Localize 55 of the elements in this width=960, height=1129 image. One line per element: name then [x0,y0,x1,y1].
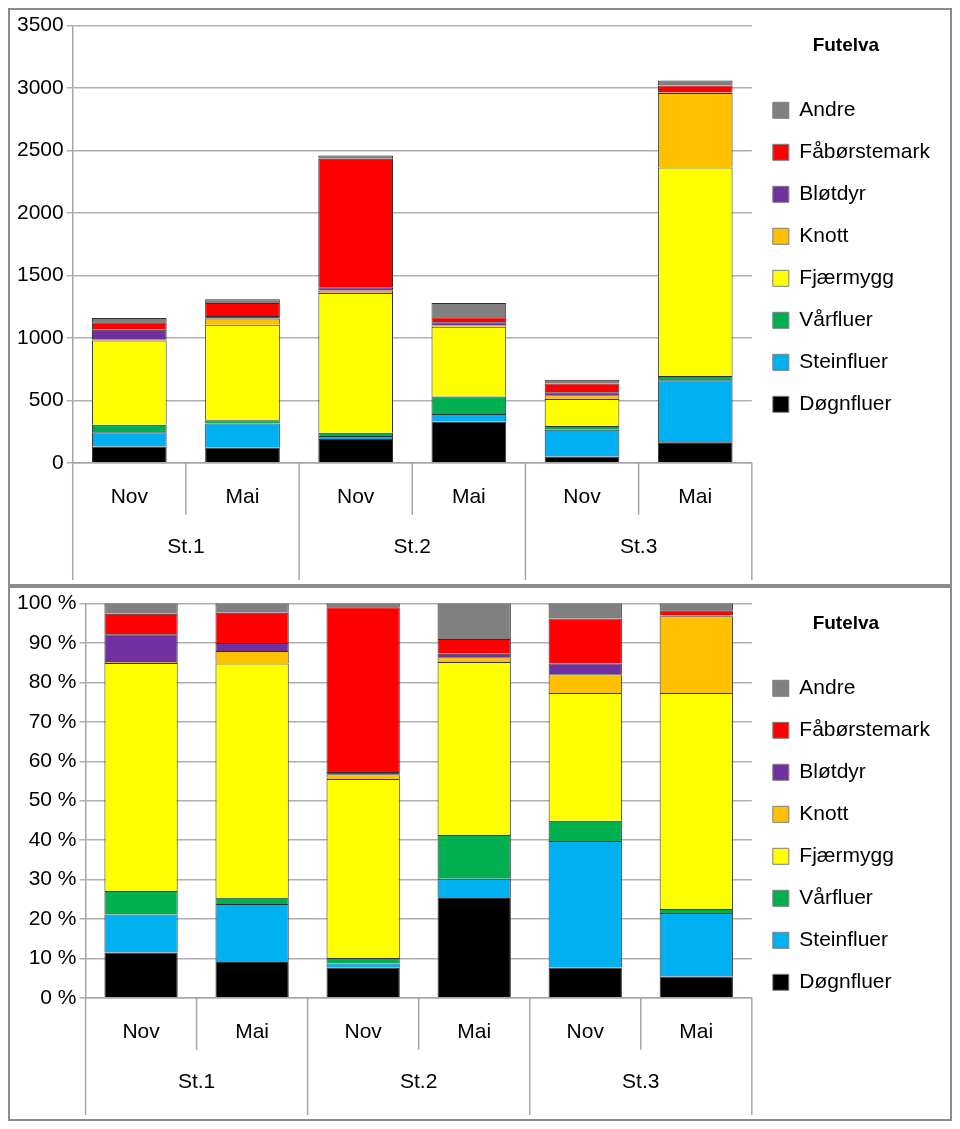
x-tick-label: Mai [235,1019,270,1043]
text: St.2 [393,534,431,558]
legend-label: Bløtdyr [799,759,866,783]
legend-label: Knott [799,223,849,247]
legend-label: Fåbørstemark [799,139,931,163]
y-tick-label: 0 % [40,984,77,1008]
y-tick-label: 90 % [28,629,77,653]
x-tick-label: Nov [110,484,149,508]
y-tick-label: 3500 [17,12,64,36]
text: St.1 [177,1069,216,1093]
y-tick-label: 500 [28,387,64,411]
y-tick-label: 40 % [28,826,77,850]
x-tick-label: Mai [679,1019,714,1043]
text: St.2 [400,1069,438,1093]
legend-label: Døgnfluer [799,969,892,993]
y-tick-label: 1500 [17,262,64,286]
y-tick-label: 0 [52,449,64,473]
legend-label: Andre [799,97,856,121]
x-tick-label: Nov [563,484,602,508]
legend-label: Steinfluer [799,349,889,373]
y-tick-label: 3000 [17,74,64,98]
legend-label: Døgnfluer [799,391,892,415]
y-tick-label: 80 % [28,669,77,693]
legend-label: Fjærmygg [799,265,894,289]
legend-label: Fåbørstemark [799,717,931,741]
x-tick-label: Mai [678,484,713,508]
x-tick-label: Nov [336,484,375,508]
x-tick-label: Mai [225,484,260,508]
legend-label: Andre [799,675,856,699]
y-tick-label: 10 % [28,945,77,969]
legend-label: Vårfluer [799,885,873,909]
x-tick-label: Mai [451,484,486,508]
y-tick-label: 1000 [17,324,64,348]
text: St.3 [622,1069,660,1093]
y-tick-label: 100 % [17,590,77,614]
y-tick-label: 2000 [17,199,64,223]
legend-title: Futelva [812,611,880,633]
x-tick-label: Nov [122,1019,161,1043]
y-tick-label: 60 % [28,748,77,772]
text: St.3 [619,534,658,558]
x-tick-label: Mai [457,1019,492,1043]
y-tick-label: 30 % [28,866,77,890]
y-tick-label: 70 % [28,708,77,732]
x-tick-label: Nov [344,1019,383,1043]
legend-title: Futelva [812,33,880,55]
y-tick-label: 50 % [28,787,77,811]
y-tick-label: 2500 [17,137,64,161]
legend-label: Steinfluer [799,927,889,951]
legend-label: Fjærmygg [799,843,894,867]
legend-label: Knott [799,801,849,825]
text: St.1 [167,534,205,558]
legend-label: Bløtdyr [799,181,866,205]
y-tick-label: 20 % [28,905,77,929]
x-tick-label: Nov [566,1019,605,1043]
legend-label: Vårfluer [799,307,873,331]
